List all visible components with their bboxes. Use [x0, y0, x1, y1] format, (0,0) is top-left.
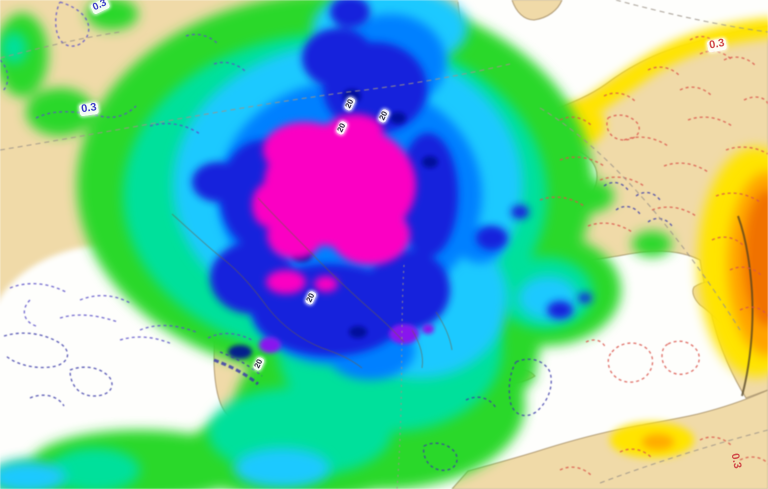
precip-magenta-core: [252, 114, 416, 294]
precip-darkblue-layer: [192, 0, 592, 356]
sea-layer: [0, 235, 730, 480]
contours-red: [539, 35, 768, 477]
crimea-fragment: [511, 0, 563, 21]
levant-coastline: [737, 215, 754, 397]
coastline-overlay: [171, 197, 453, 369]
adriatic-coast: [257, 197, 405, 343]
greece-coast: [411, 311, 453, 369]
italy-west-coast: [171, 213, 363, 369]
contours-blue: [0, 1, 253, 345]
north-africa: [451, 389, 768, 489]
precip-violet-spots: [259, 324, 434, 353]
